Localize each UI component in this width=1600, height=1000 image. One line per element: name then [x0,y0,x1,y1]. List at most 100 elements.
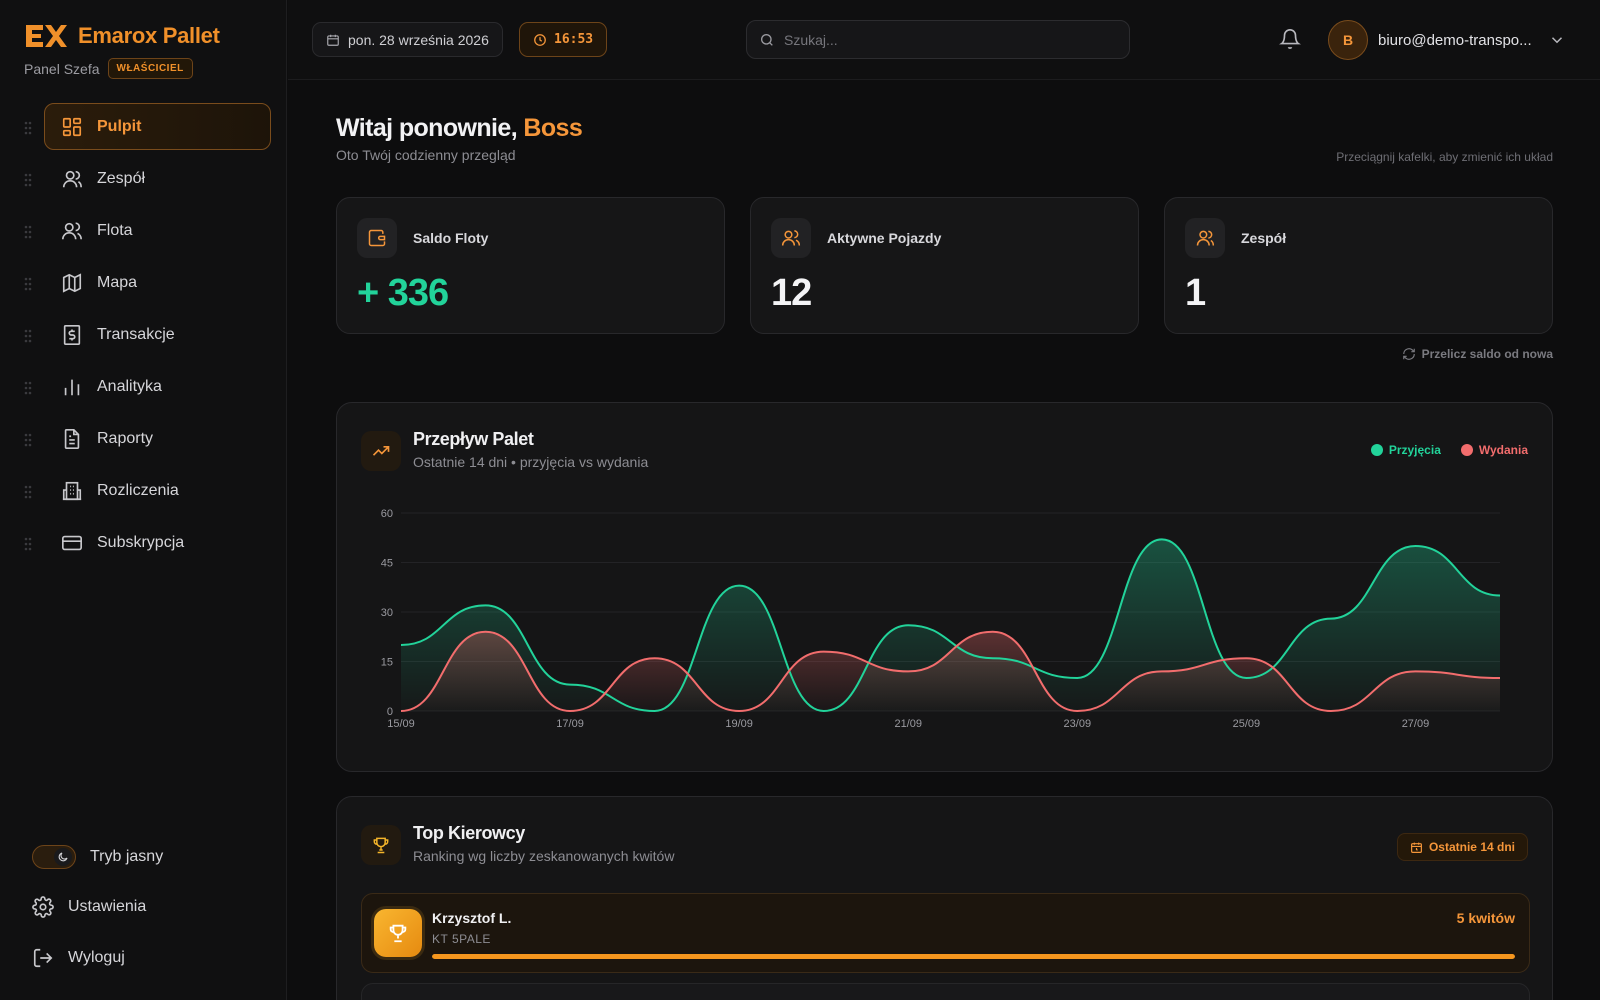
chevron-down-icon [1551,37,1562,44]
gear-icon [32,896,54,918]
recalc-label: Przelicz saldo od nowa [1421,347,1553,361]
drag-handle-icon[interactable] [24,485,32,499]
user-icon [61,168,83,190]
current-date: pon. 28 września 2026 [348,31,489,48]
sidebar-item-raporty[interactable]: Raporty [44,415,271,462]
search-icon [761,33,773,46]
sidebar-item-pulpit[interactable]: Pulpit [44,103,271,150]
sidebar-item-flota[interactable]: Flota [44,207,271,254]
legend-item-przyjecia[interactable]: Przyjęcia [1370,443,1441,457]
calendar-clock-icon [1410,842,1422,853]
nav-row: Flota [0,206,287,258]
sidebar-item-label: Analityka [97,377,162,395]
card-subtitle: Ranking wg liczby zeskanowanych kwitów [413,848,675,864]
x-tick-label: 23/09 [1064,718,1092,730]
recalc-balance-button[interactable]: Przelicz saldo od nowa [1402,347,1553,361]
greeting-text: Witaj ponownie, [336,114,518,142]
sidebar-item-label: Flota [97,221,133,239]
dashboard-icon [61,116,83,138]
drag-handle-icon[interactable] [24,121,32,135]
drag-handle-icon[interactable] [24,433,32,447]
rank-badge [374,909,422,957]
nav-row: Pulpit [0,102,287,154]
sidebar-item-label: Rozliczenia [97,481,179,499]
main-content: Witaj ponownie, Boss Oto Twój codzienny … [288,80,1600,1000]
sidebar-item-label: Transakcje [97,325,175,343]
settings-button[interactable]: Ustawienia [32,896,146,918]
bar-chart-icon [61,376,83,398]
legend-item-wydania[interactable]: Wydania [1460,443,1528,457]
drag-handle-icon[interactable] [24,277,32,291]
legend-label: Wydania [1478,443,1528,457]
wallet-icon [368,229,386,247]
user-menu[interactable]: B biuro@demo-transpo... [1328,20,1566,60]
map-icon [61,272,83,294]
building-icon [61,480,83,502]
page-subtitle: Oto Twój codzienny przegląd [336,147,516,163]
document-icon [61,428,83,450]
sidebar-item-label: Raporty [97,429,154,447]
drag-handle-icon[interactable] [24,173,32,187]
sidebar-footer: Tryb jasny Ustawienia Wyloguj [0,830,287,1000]
settings-label: Ustawienia [68,898,147,915]
driver-name: Krzysztof L. [432,910,512,926]
sidebar-item-subskrypcja[interactable]: Subskrypcja [44,519,271,566]
sidebar-item-label: Mapa [97,273,138,291]
driver-plate: KT 5PALE [432,932,491,946]
user-email: biuro@demo-transpo... [1378,31,1532,49]
nav-row: Transakcje [0,310,287,362]
x-tick-label: 27/09 [1402,718,1430,730]
stat-card-pojazdy[interactable]: Aktywne Pojazdy 12 [750,197,1139,334]
logout-label: Wyloguj [68,949,125,966]
top-drivers-card: Top Kierowcy Ranking wg liczby zeskanowa… [336,796,1553,1000]
avatar: B [1328,20,1368,60]
sidebar-item-analityka[interactable]: Analityka [44,363,271,410]
role-badge: WŁAŚCICIEL [107,58,193,79]
drag-handle-icon[interactable] [24,225,32,239]
moon-icon [58,852,68,862]
stat-title: Saldo Floty [413,230,489,246]
drag-handle-icon[interactable] [24,381,32,395]
y-tick-label: 60 [381,508,393,520]
bell-icon[interactable] [1279,28,1301,50]
sidebar-item-rozliczenia[interactable]: Rozliczenia [44,467,271,514]
driver-row[interactable]: Krzysztof L. KT 5PALE 5 kwitów [361,893,1530,973]
theme-label: Tryb jasny [90,848,164,865]
nav-row: Rozliczenia [0,466,287,518]
card-title: Przepływ Palet [413,429,534,449]
sidebar-item-mapa[interactable]: Mapa [44,259,271,306]
search-box[interactable] [746,20,1130,59]
driver-count: 5 kwitów [1456,910,1515,926]
search-input[interactable] [784,31,1104,48]
date-range-badge[interactable]: Ostatnie 14 dni [1396,833,1528,861]
top-bar: pon. 28 września 2026 16:53 B biuro@demo… [288,0,1600,80]
refresh-icon [1402,348,1415,360]
sidebar-item-zespol[interactable]: Zespół [44,155,271,202]
stat-card-saldo[interactable]: Saldo Floty + 336 [336,197,725,334]
theme-toggle[interactable]: Tryb jasny [32,845,163,869]
stat-value: + 336 [357,272,449,314]
sidebar-item-transakcje[interactable]: Transakcje [44,311,271,358]
y-tick-label: 30 [381,607,393,619]
stat-card-zespol[interactable]: Zespół 1 [1164,197,1553,334]
nav-row: Mapa [0,258,287,310]
current-time: 16:53 [554,32,594,47]
x-tick-label: 15/09 [387,718,415,730]
brand-mark-icon [26,25,67,47]
toggle-switch[interactable] [32,845,76,869]
legend-label: Przyjęcia [1388,443,1441,457]
drag-handle-icon[interactable] [24,329,32,343]
brand-logo[interactable]: Emarox Pallet [24,22,220,50]
sidebar-nav: Pulpit Zespół Flota Mapa [0,102,287,570]
y-tick-label: 15 [381,657,393,669]
stat-value: 1 [1185,272,1206,314]
y-tick-label: 0 [387,706,393,718]
time-pill: 16:53 [519,22,608,57]
credit-card-icon [61,532,83,554]
x-tick-label: 21/09 [894,718,922,730]
nav-row: Zespół [0,154,287,206]
users-icon [61,220,83,242]
drag-handle-icon[interactable] [24,537,32,551]
logout-button[interactable]: Wyloguj [32,947,125,969]
pallet-flow-card: Przepływ Palet Ostatnie 14 dni • przyjęc… [336,402,1553,772]
